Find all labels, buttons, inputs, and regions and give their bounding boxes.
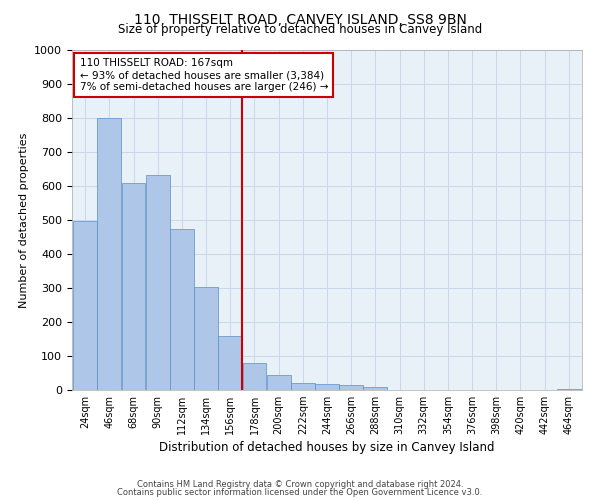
Bar [267,375,290,390]
X-axis label: Distribution of detached houses by size in Canvey Island: Distribution of detached houses by size … [159,442,495,454]
Text: Contains HM Land Registry data © Crown copyright and database right 2024.: Contains HM Land Registry data © Crown c… [137,480,463,489]
Bar [73,221,97,390]
Bar [218,336,242,390]
Y-axis label: Number of detached properties: Number of detached properties [19,132,29,308]
Bar [291,382,315,390]
Bar [339,384,363,390]
Text: Size of property relative to detached houses in Canvey Island: Size of property relative to detached ho… [118,22,482,36]
Bar [170,229,194,390]
Bar [242,363,266,390]
Bar [97,118,121,390]
Bar [315,384,339,390]
Bar [122,184,145,390]
Text: 110, THISSELT ROAD, CANVEY ISLAND, SS8 9BN: 110, THISSELT ROAD, CANVEY ISLAND, SS8 9… [134,12,466,26]
Bar [557,388,581,390]
Bar [194,288,218,390]
Bar [364,387,387,390]
Text: 110 THISSELT ROAD: 167sqm
← 93% of detached houses are smaller (3,384)
7% of sem: 110 THISSELT ROAD: 167sqm ← 93% of detac… [80,58,328,92]
Text: Contains public sector information licensed under the Open Government Licence v3: Contains public sector information licen… [118,488,482,497]
Bar [146,175,170,390]
